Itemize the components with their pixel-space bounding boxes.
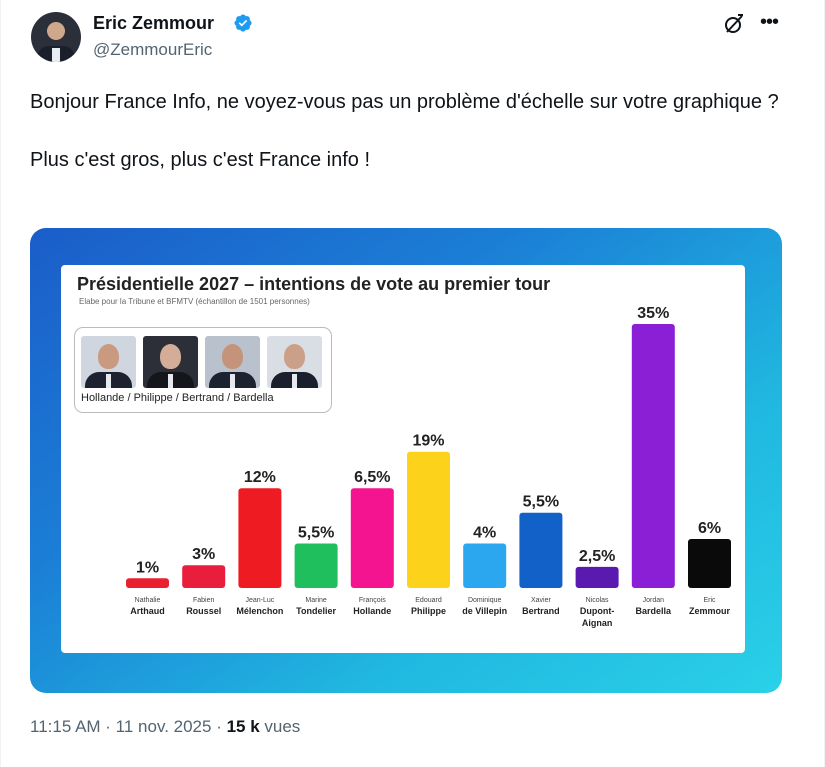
category-first-name-5: François <box>359 597 386 604</box>
category-last-name-10: Bardella <box>636 606 673 616</box>
portrait-bardella <box>267 336 322 388</box>
bar-11 <box>688 538 731 588</box>
bar-value-label-10: 35% <box>637 305 669 322</box>
tweet-text-line-2: Plus c'est gros, plus c'est France info … <box>30 149 370 171</box>
portrait-philippe <box>143 336 198 388</box>
portraits-legend: Hollande / Philippe / Bertrand / Bardell… <box>74 327 332 413</box>
timestamp[interactable]: 11:15 AM · 11 nov. 2025 <box>30 717 212 736</box>
bar-5 <box>350 488 394 588</box>
bar-chart: 1% Nathalie Arthaud 3% Fabien Roussel 12% Jean-… <box>126 305 731 628</box>
bar-value-label-4: 5,5% <box>298 525 334 542</box>
grok-icon[interactable] <box>722 12 746 36</box>
bar-value-label-11: 6% <box>698 520 721 537</box>
bar-value-label-3: 12% <box>244 469 276 486</box>
tweet-text-line-1: Bonjour France Info, ne voyez-vous pas u… <box>30 91 779 113</box>
category-first-name-2: Fabien <box>193 597 215 604</box>
bar-value-label-9: 2,5% <box>579 548 615 565</box>
verified-badge-icon[interactable] <box>233 13 253 33</box>
bar-10 <box>631 324 675 588</box>
category-last-name-9-2: Aignan <box>582 618 613 628</box>
category-first-name-8: Xavier <box>531 597 552 604</box>
category-last-name-2: Roussel <box>186 606 221 616</box>
category-last-name-7: de Villepin <box>462 606 507 616</box>
category-last-name-11: Zemmour <box>689 606 731 616</box>
tweet-image[interactable]: Présidentielle 2027 – intentions de vote… <box>30 228 782 693</box>
tweet-text: Bonjour France Info, ne voyez-vous pas u… <box>30 88 800 175</box>
bar-value-label-7: 4% <box>473 525 496 542</box>
chart-title: Présidentielle 2027 – intentions de vote… <box>77 274 551 294</box>
bar-7 <box>463 543 507 588</box>
tweet-meta: 11:15 AM · 11 nov. 2025 · 15 k vues <box>30 717 300 737</box>
bar-value-label-2: 3% <box>192 546 215 563</box>
category-last-name-6: Philippe <box>411 606 446 616</box>
bar-6 <box>407 451 450 588</box>
bar-2 <box>182 565 226 588</box>
author-name[interactable]: Eric Zemmour <box>93 13 215 33</box>
bar-value-label-6: 19% <box>412 433 444 450</box>
bar-8 <box>519 512 563 588</box>
bar-1 <box>126 578 169 588</box>
category-first-name-3: Jean-Luc <box>246 597 275 604</box>
bar-9 <box>575 566 619 588</box>
category-last-name-5: Hollande <box>353 606 391 616</box>
category-last-name-1: Arthaud <box>130 606 165 616</box>
category-first-name-9: Nicolas <box>586 597 609 604</box>
bar-value-label-8: 5,5% <box>523 494 559 511</box>
category-first-name-1: Nathalie <box>135 597 161 604</box>
bar-3 <box>238 488 282 588</box>
category-last-name-9-1: Dupont- <box>580 606 614 616</box>
views-label: vues <box>259 717 301 736</box>
category-first-name-7: Dominique <box>468 597 502 604</box>
avatar[interactable] <box>31 12 81 62</box>
chart-card: Présidentielle 2027 – intentions de vote… <box>61 265 745 653</box>
category-first-name-4: Marine <box>305 597 327 604</box>
views-count: 15 k <box>226 717 260 736</box>
portrait-hollande <box>81 336 136 388</box>
chart-subtitle: Elabe pour la Tribune et BFMTV (échantil… <box>79 297 310 306</box>
category-last-name-4: Tondelier <box>296 606 336 616</box>
author-handle[interactable]: @ZemmourEric <box>93 40 213 59</box>
category-first-name-10: Jordan <box>643 597 665 604</box>
portraits-caption: Hollande / Philippe / Bertrand / Bardell… <box>81 392 274 404</box>
category-first-name-6: Edouard <box>415 597 442 604</box>
category-first-name-11: Eric <box>703 597 716 604</box>
meta-separator: · <box>211 717 227 736</box>
column-border-left <box>0 0 1 767</box>
portrait-bertrand <box>205 336 260 388</box>
category-last-name-3: Mélenchon <box>236 606 283 616</box>
bar-value-label-1: 1% <box>136 559 159 576</box>
bar-value-label-5: 6,5% <box>354 469 390 486</box>
category-last-name-8: Bertrand <box>522 606 560 616</box>
bar-4 <box>294 543 338 588</box>
more-icon[interactable]: ••• <box>759 11 779 33</box>
